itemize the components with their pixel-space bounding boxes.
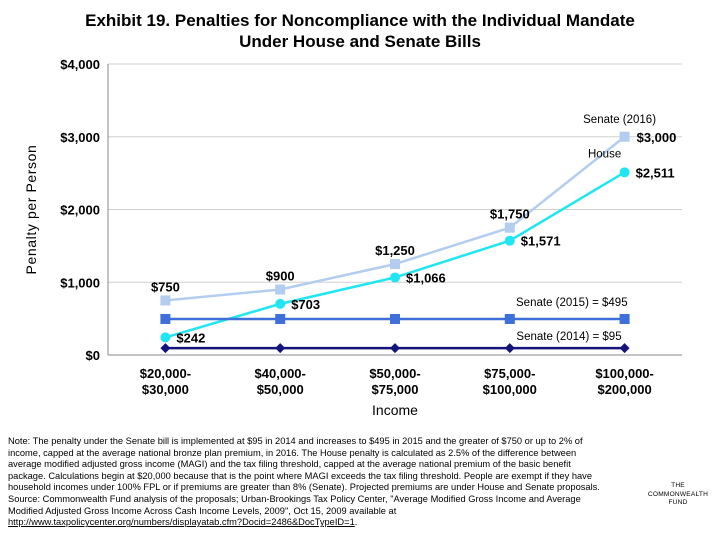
data-label: $242: [176, 330, 205, 345]
y-tick-label: $3,000: [60, 130, 100, 145]
footnote-line: average modified adjusted gross income (…: [8, 459, 571, 470]
data-point: [619, 167, 630, 178]
series-label-senate-2015: Senate (2015) = $495: [516, 297, 628, 309]
data-point: [504, 343, 515, 354]
data-point: [504, 313, 515, 324]
data-label: $3,000: [637, 130, 677, 145]
data-point: [619, 313, 630, 324]
footnote-line: Note: The penalty under the Senate bill …: [8, 436, 583, 446]
chart-title: Exhibit 19. Penalties for Noncompliance …: [0, 10, 720, 52]
y-axis-title: Penalty per Person: [23, 145, 39, 275]
data-point: [160, 313, 171, 324]
data-label: $703: [291, 297, 320, 312]
x-tick-label: $30,000: [142, 382, 189, 397]
data-label: $900: [266, 269, 295, 284]
chart-title-line-1: Exhibit 19. Penalties for Noncompliance …: [85, 11, 635, 30]
data-point: [160, 295, 171, 306]
x-tick-label: $100,000: [483, 382, 537, 397]
logo-line-1: THE: [671, 482, 685, 489]
data-point: [275, 298, 286, 309]
source-link-suffix: .: [354, 517, 358, 528]
footnote-line: income, capped at the average national b…: [8, 447, 577, 458]
series-label-senate-2016: Senate (2016): [583, 114, 656, 126]
series-label-house: House: [588, 148, 621, 160]
data-label: $1,066: [406, 270, 446, 285]
data-point: [504, 222, 515, 233]
source-link[interactable]: http://www.taxpolicycenter.org/numbers/d…: [8, 517, 355, 528]
data-point: [619, 131, 630, 142]
x-tick-label: $200,000: [597, 382, 651, 397]
footnote: Note: The penalty under the Senate bill …: [8, 436, 648, 529]
y-tick-label: $4,000: [60, 57, 100, 72]
data-point: [275, 284, 286, 295]
y-tick-label: $1,000: [60, 275, 100, 290]
data-point: [160, 332, 171, 343]
footnote-line: household incomes under 100% FPL or if p…: [8, 482, 600, 493]
data-point: [390, 343, 400, 354]
x-tick-label: $50,000-: [369, 366, 420, 381]
footnote-line: Modified Adjusted Gross Income Across Ca…: [8, 505, 397, 516]
footnote-line: package. Calculations begin at $20,000 b…: [8, 470, 592, 481]
logo-line-3: FUND: [668, 499, 688, 506]
data-point: [275, 313, 286, 324]
data-point: [619, 343, 630, 354]
x-tick-label: $75,000-: [484, 366, 535, 381]
data-point: [390, 272, 400, 283]
x-tick-label: $50,000: [257, 382, 304, 397]
x-axis-title: Income: [372, 402, 418, 418]
data-label: $1,571: [521, 234, 561, 249]
x-tick-label: $20,000-: [140, 366, 191, 381]
logo-line-2: COMMONWEALTH: [647, 490, 709, 498]
x-tick-label: $40,000-: [255, 366, 306, 381]
data-point: [390, 259, 400, 270]
data-point: [390, 313, 400, 324]
y-tick-label: $0: [86, 348, 100, 363]
data-label: $2,511: [636, 165, 675, 180]
footnote-link-line: http://www.taxpolicycenter.org/numbers/d…: [8, 517, 648, 529]
commonwealth-fund-logo: THE COMMONWEALTH FUND: [643, 482, 713, 508]
y-tick-label: $2,000: [60, 203, 100, 218]
x-tick-label: $100,000-: [595, 366, 654, 381]
data-point: [160, 343, 171, 354]
series-label-senate-2014: Senate (2014) = $95: [516, 331, 621, 343]
data-point: [504, 235, 515, 246]
chart-title-line-2: Under House and Senate Bills: [239, 32, 481, 51]
data-label: $1,250: [375, 243, 415, 258]
x-tick-label: $75,000: [372, 382, 419, 397]
data-label: $750: [151, 279, 180, 294]
data-label: $1,750: [490, 207, 530, 222]
footnote-line: Source: Commonwealth Fund analysis of th…: [8, 493, 581, 504]
penalty-line-chart: $0 $1,000 $2,000 $3,000 $4,000 $20,000-$30,00…: [23, 57, 682, 418]
data-point: [275, 343, 286, 354]
